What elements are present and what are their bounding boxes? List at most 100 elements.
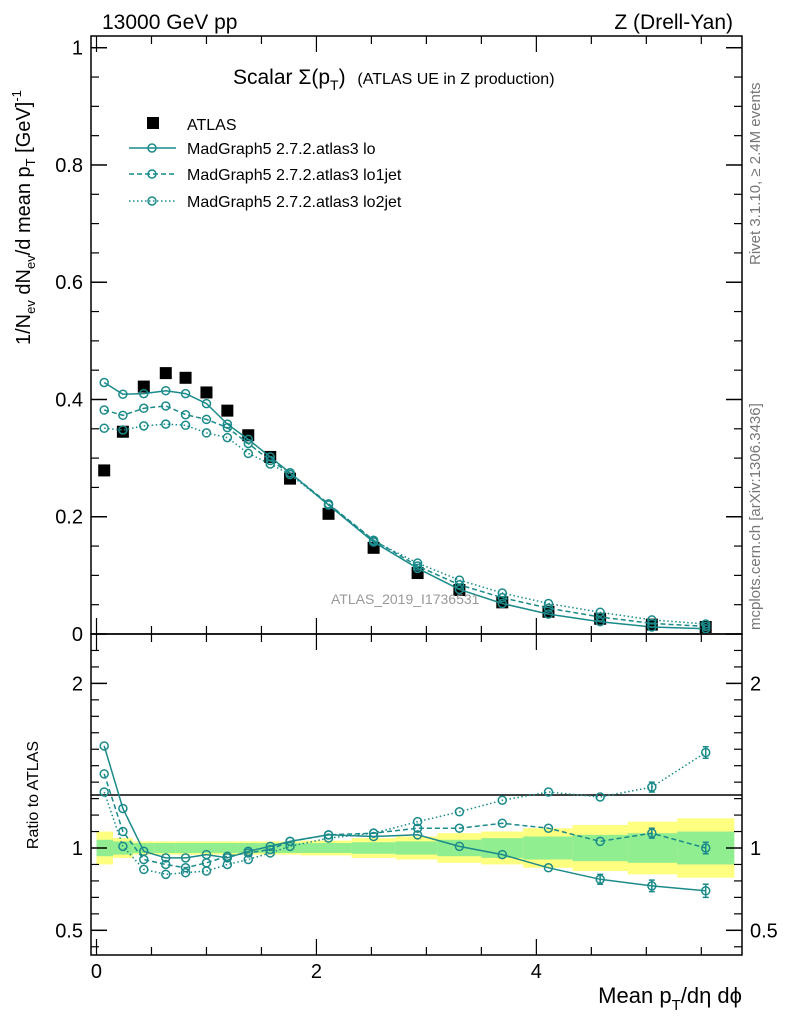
mc-point-solid [99,377,109,388]
mc-point-dashed [201,414,212,425]
ratio-x-axis: 0 2 4 [91,634,702,983]
atlas-data-point [221,404,234,417]
mc-point-dashed [454,580,465,590]
header-process: Z (Drell-Yan) [614,11,733,34]
x-axis-label: Mean pT/dη dϕ [598,983,742,1014]
ratio-point-dashed [647,828,657,838]
mcplots-label: mcplots.cern.ch [arXiv:1306.3436] [747,403,764,630]
ratio-point-solid [595,874,605,885]
atlas-data-point [116,425,129,438]
main-y-axis-label: 1/Nev dNev/d mean pT [GeV]-1 [9,90,38,345]
ratio-point-solid [99,741,109,751]
main-y-tick-label: 0.8 [55,155,83,177]
ratio-point-dotted [161,869,171,880]
ratio-y-tick-label: 2 [72,673,83,695]
ratio-point-dotted [543,787,554,797]
mc-point-solid [180,388,191,399]
mc-point-solid [543,609,554,619]
ratio-y-tick-label: 0.5 [55,920,83,942]
legend-marker-lo1jet [147,169,157,179]
mc-point-dotted [139,421,149,431]
main-panel: 0 0.2 0.4 0.6 0.8 1 Scalar Σ(pT) (ATLAS UE in… [9,35,743,646]
legend-label-lo2jet: MadGraph5 2.7.2.atlas3 lo2jet [187,194,402,211]
ratio-y-axis: 0.5 0.5 1 1 2 2 [55,649,778,948]
legend-label-lo1jet: MadGraph5 2.7.2.atlas3 lo1jet [187,167,402,184]
ratio-point-solid [412,830,423,840]
mc-point-dotted [454,575,465,585]
x-tick-label: 4 [531,961,542,983]
main-y-tick-label: 0.2 [55,507,83,529]
mc-point-dashed [99,405,109,415]
ratio-y-tick-label-right: 1 [750,838,761,860]
ratio-point-dashed [265,844,275,855]
ratio-point-dashed [118,826,128,837]
mc-point-dashed [139,403,149,414]
mc-point-dotted [118,425,128,435]
main-marks [98,367,712,634]
ratio-point-dashed [99,769,109,779]
ratio-point-dotted [412,816,423,827]
ratio-point-solid [180,853,191,863]
main-y-tick-label: 0 [72,624,83,646]
analysis-watermark: ATLAS_2019_I1736531 [331,591,480,607]
ratio-point-dotted [647,782,657,792]
ratio-point-dotted [180,867,191,878]
mc-point-dashed [180,409,191,420]
ratio-point-solid [497,849,508,860]
ratio-point-dotted [497,795,508,806]
mc-point-dashed [222,422,233,433]
main-y-tick-label: 1 [72,38,83,60]
ratio-point-solid [700,886,711,896]
ratio-point-dashed [161,859,171,870]
mc-point-dashed [243,438,254,449]
ratio-point-dashed [412,823,423,833]
legend-marker-lo2jet [147,196,157,206]
ratio-point-dashed [180,863,191,873]
ratio-point-dashed [454,823,465,833]
ratio-point-dashed [243,848,254,858]
mc-point-dotted [368,536,379,546]
uncertainty-band-inner [301,843,352,853]
mc-point-dotted [323,499,334,510]
ratio-y-tick-label: 1 [72,838,83,860]
atlas-data-point [98,464,111,477]
mc-point-dotted [222,432,233,443]
ratio-point-dashed [323,830,334,840]
uncertainty-band-inner [259,843,281,853]
header-collision: 13000 GeV pp [102,11,237,34]
ratio-panel: 0.5 0.5 1 1 2 2 0 2 4 Ratio to ATLAS Mean pT/dη… [25,633,778,1014]
mc-point-solid [201,398,212,409]
ratio-point-dotted [595,792,605,802]
ratio-point-dotted [700,747,711,758]
ratio-point-dotted [368,828,379,838]
ratio-point-dotted [222,859,233,870]
ratio-bands [96,818,735,878]
ratio-point-solid [647,881,657,891]
uncertainty-band-inner [217,843,239,853]
main-y-axis: 0 0.2 0.4 0.6 0.8 1 [55,38,742,646]
main-title: Scalar Σ(pT) (ATLAS UE in Z production) [233,66,555,93]
mc-line-solid [103,381,706,630]
mc-point-dashed [118,410,128,421]
mc-point-dotted [595,607,605,618]
mc-point-dotted [700,619,711,629]
atlas-data-point [179,371,192,384]
atlas-data-point [322,507,335,520]
ratio-point-dashed [543,823,554,833]
mc-point-dotted [201,428,212,438]
mc-point-dashed [412,561,423,571]
ratio-point-dashed [700,843,711,853]
mc-point-solid [497,598,508,609]
atlas-data-point [200,386,213,399]
ratio-point-dotted [99,787,109,797]
mc-point-dotted [161,419,171,429]
mc-point-dotted [180,420,191,431]
ratio-point-dotted [118,841,128,852]
rivet-label: Rivet 3.1.10, ≥ 2.4M events [747,83,764,266]
mc-point-dotted [243,448,254,459]
main-y-tick-label: 0.4 [55,389,83,411]
uncertainty-band-inner [280,843,302,853]
ratio-point-dashed [497,818,508,829]
main-y-tick-label: 0.6 [55,272,83,294]
